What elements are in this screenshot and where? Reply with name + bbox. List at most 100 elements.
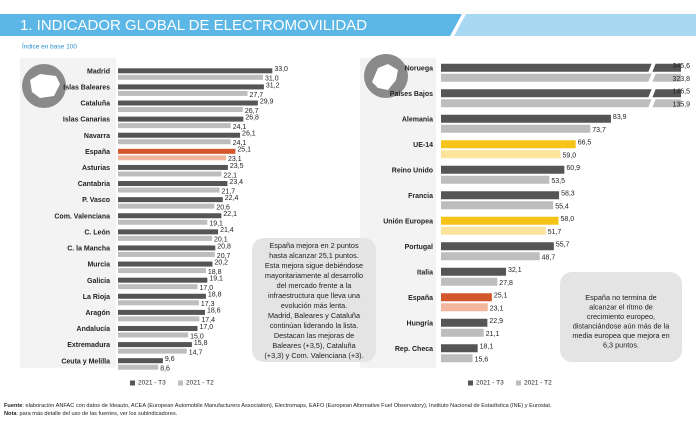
value-label: 21,1 [486,331,500,338]
bar [118,197,223,203]
bar [441,165,565,174]
category-label: Hungría [407,321,434,328]
annotation-text: mayoritariamente al desarrollo [265,271,363,280]
bar [441,140,576,149]
value-label: 32,1 [508,267,522,274]
value-label: 345,6 [672,63,690,70]
footnote-label: Nota [4,411,17,417]
legend-swatch [516,380,521,386]
bar [118,219,208,225]
annotation-text: Baleares (+3,5), Cataluña [272,341,356,350]
bar [441,226,546,235]
legend-label: 2021 - T2 [186,380,214,387]
category-label: Madrid [87,68,110,75]
legend-label: 2021 - T3 [138,380,166,387]
annotation-box [560,272,682,362]
category-label: P. Vasco [82,197,110,204]
value-label: 60,9 [566,165,580,172]
legend-swatch [178,380,183,386]
bar [118,251,215,257]
category-label: Italia [417,270,433,277]
value-label: 48,7 [542,255,556,262]
value-label: 26,7 [245,108,259,115]
category-label: Reino Unido [392,168,433,175]
bar [118,245,216,251]
legend-swatch [130,380,135,386]
value-label: 323,8 [672,76,690,83]
axis-break [648,72,656,83]
bar [118,268,206,274]
title-band [0,14,462,36]
value-label: 25,1 [494,293,508,300]
value-label: 58,0 [560,216,574,223]
category-label: Cantabria [78,181,110,188]
bars [441,63,681,363]
value-label: 26,1 [242,131,256,138]
value-label: 20,2 [214,259,228,266]
bar [441,354,473,363]
annotation-text: Madrid, Baleares y Cataluña [268,311,361,320]
annotation-text: infraestructura que lleva una [268,291,361,300]
category-label: España [85,149,110,156]
value-label: 18,8 [208,269,222,276]
bar [441,267,507,276]
bar [118,139,231,145]
value-label: 9,6 [165,356,175,363]
category-label: Países Bajos [390,91,433,98]
spain-map-shape [30,74,60,98]
bar [441,201,554,210]
legend-label: 2021 - T2 [524,380,552,387]
value-label: 73,7 [592,127,606,134]
value-label: 15,6 [475,357,489,364]
axis-break [648,88,656,99]
bar [118,332,189,338]
bar [118,277,208,283]
value-label: 31,0 [265,76,279,83]
value-label: 21,4 [220,227,234,234]
footnote-text: : elaboración ANFAC con datos de Ideauto… [22,403,552,409]
category-label: C. León [84,229,110,236]
value-label: 18,6 [207,308,221,315]
bar [118,213,222,219]
bar [118,90,248,96]
value-label: 23,1 [490,306,504,313]
bar [441,99,681,108]
value-label: 29,9 [260,98,274,105]
axis-break [648,98,656,109]
value-label: 83,9 [613,114,627,121]
bar [118,181,228,187]
value-label: 17,4 [201,317,215,324]
annotation-text: hasta alcanzar 25,1 puntos. [269,251,359,260]
bar [118,148,236,154]
value-label: 20,7 [217,253,231,260]
annotation-text: alcanzar el ritmo de [589,302,653,311]
value-label: 24,1 [233,124,247,131]
category-label: La Rioja [83,294,110,301]
value-label: 20,6 [216,204,230,211]
annotation-text: Esta mejora sigue debiéndose [265,261,363,270]
annotation-text: crecimiento europeo, [587,312,655,321]
bar [441,277,498,286]
value-label: 17,0 [200,285,214,292]
category-label: Asturias [82,165,110,172]
bar [441,344,478,353]
bar [118,203,215,209]
bar [441,242,554,251]
annotation-text: distanciándose aún más de la [573,321,670,330]
value-label: 27,7 [250,92,264,99]
category-label: Unión Europea [383,219,433,226]
bar [118,187,220,193]
label-panel [20,58,116,368]
category-label: Alemania [402,117,433,124]
legend-label: 2021 - T3 [476,380,504,387]
bar [441,124,591,133]
bar [118,155,227,161]
value-label: 27,8 [499,280,513,287]
category-label: UE-14 [413,142,433,149]
value-label: 22,4 [225,195,239,202]
bar [118,171,222,177]
value-label: 19,1 [209,276,223,283]
category-label: Portugal [405,244,433,251]
value-label: 58,3 [561,191,575,198]
bar [441,252,540,261]
